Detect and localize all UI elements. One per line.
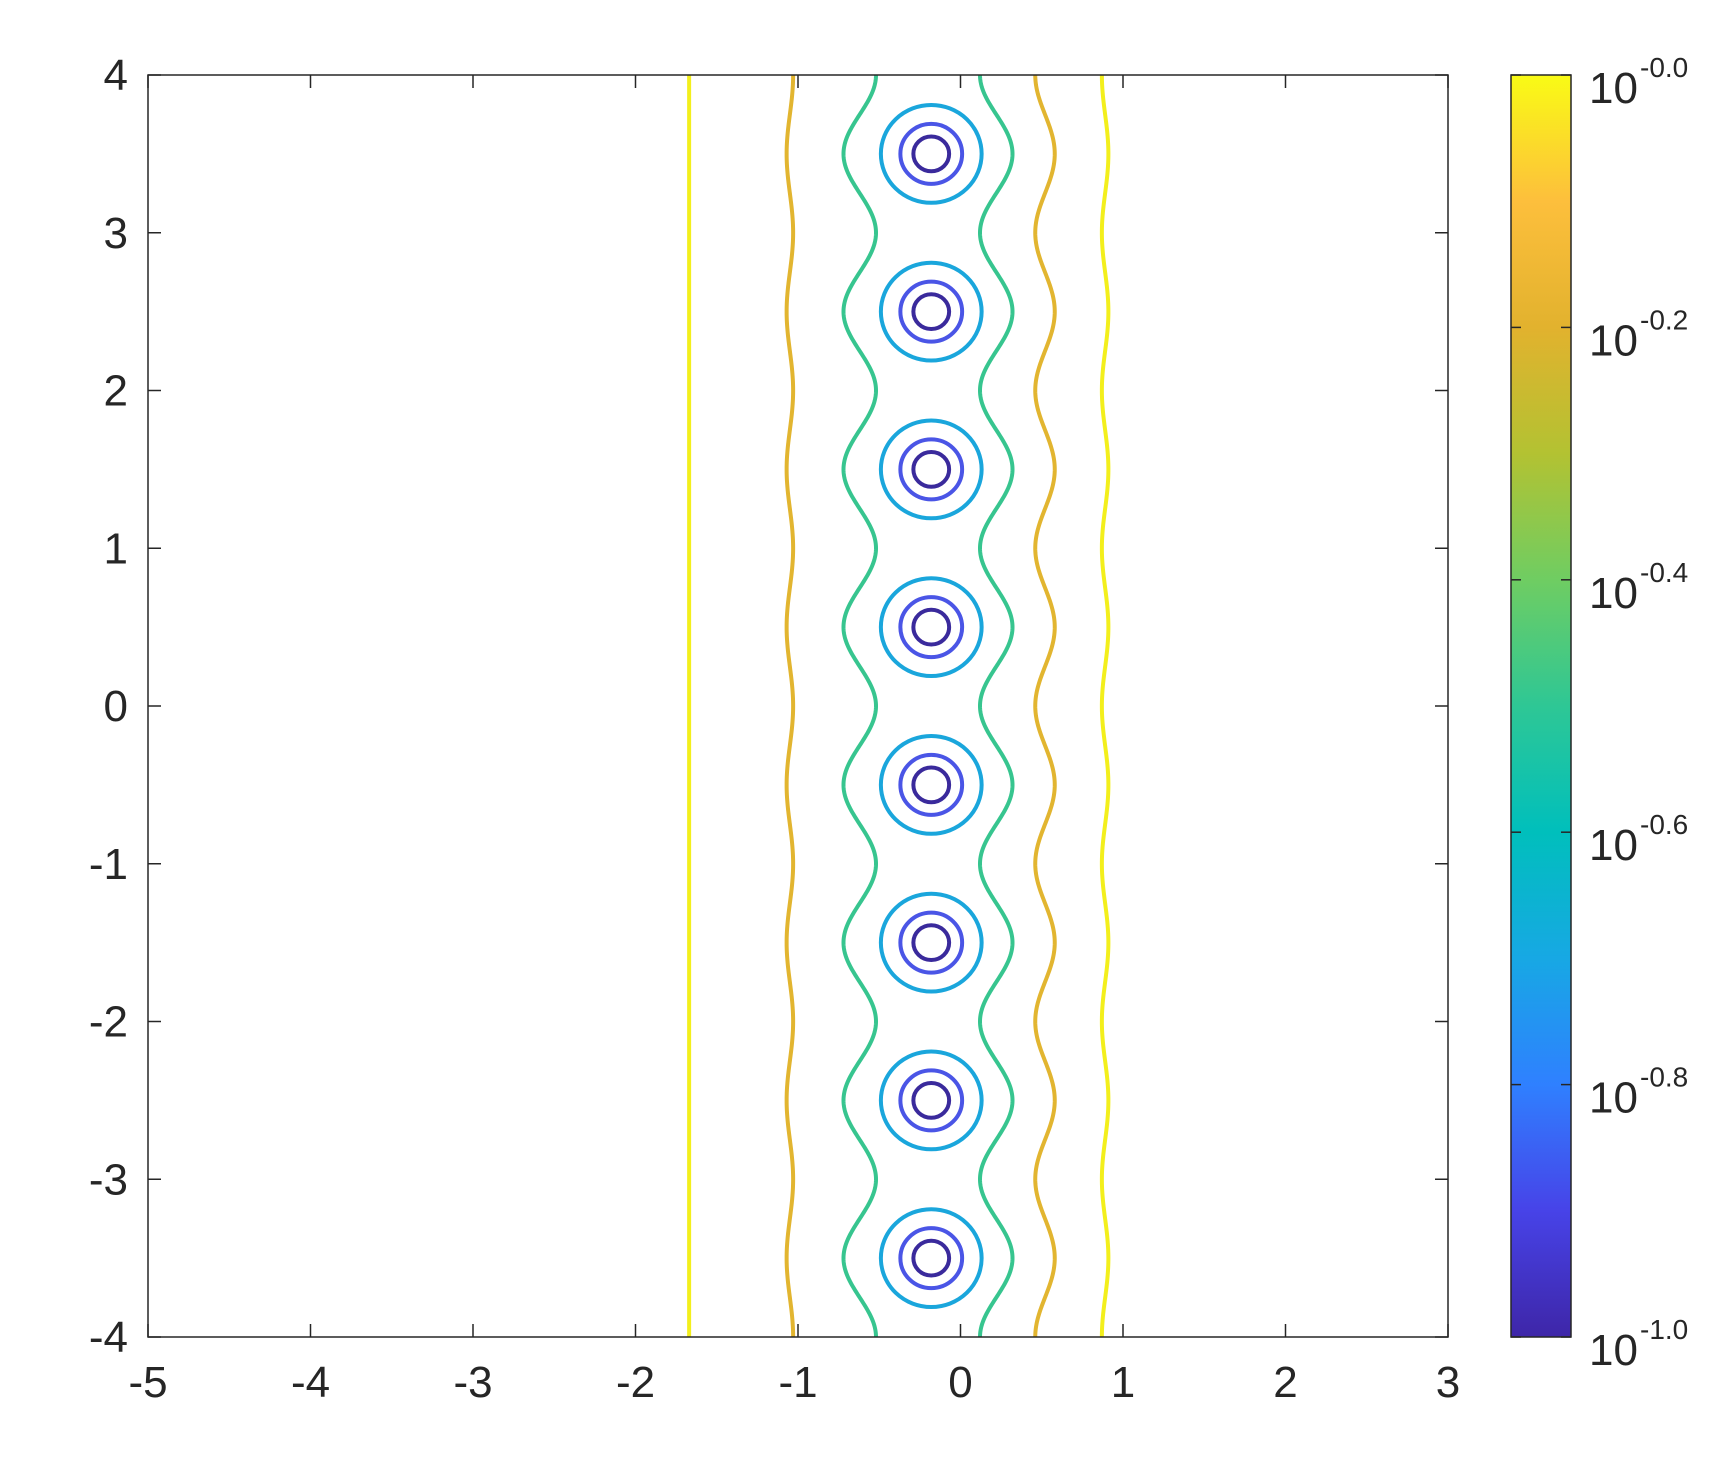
contour-line-right [977, 75, 1015, 1337]
contour-circle [878, 102, 984, 205]
y-tick-label: 0 [104, 682, 128, 731]
y-tick-label: -3 [89, 1155, 128, 1204]
contour-circle [911, 450, 952, 489]
y-tick-labels: 4 3 2 1 0 -1 -2 -3 -4 [89, 51, 128, 1362]
colorbar-tick-exponent: -0.0 [1640, 52, 1688, 83]
colorbar-tick-label: 10 [1589, 1074, 1638, 1123]
contour-circle [911, 923, 952, 962]
contour-circle [911, 765, 952, 805]
x-tick-label: 1 [1111, 1358, 1135, 1407]
colorbar-tick-exponent: -0.8 [1640, 1062, 1688, 1093]
colorbar-tick-label: 10 [1589, 821, 1638, 870]
contour-circle [898, 437, 965, 502]
y-tick-label: -1 [89, 840, 128, 889]
y-tick-label: -4 [89, 1313, 128, 1362]
colorbar-tick-label: 10 [1589, 1326, 1638, 1375]
colorbar-tick-exponent: -1.0 [1640, 1314, 1688, 1345]
contour-circle [878, 1207, 984, 1310]
y-tick-label: 1 [104, 524, 128, 573]
contour-lines [687, 75, 1111, 1337]
contour-circle [898, 279, 965, 344]
contour-circle [898, 595, 965, 660]
contour-circle [878, 1049, 984, 1152]
contour-circle [911, 292, 952, 331]
contour-circle [878, 733, 984, 836]
x-tick-labels: -5 -4 -3 -2 -1 0 1 2 3 [128, 1358, 1460, 1407]
x-tick-label: -5 [128, 1358, 167, 1407]
contour-circle [898, 1068, 965, 1133]
x-tick-label: 2 [1273, 1358, 1297, 1407]
y-tick-label: 2 [104, 367, 128, 416]
contour-circle [878, 576, 984, 679]
contour-circle [898, 121, 965, 186]
colorbar-tick-label: 10 [1589, 316, 1638, 365]
x-tick-label: -2 [616, 1358, 655, 1407]
plot-frame [147, 74, 1449, 1338]
y-tick-label: 4 [104, 51, 128, 100]
contour-circle [898, 752, 965, 817]
contour-line-left [841, 75, 879, 1337]
contour-line-right [1099, 75, 1111, 1337]
y-tick-label: -2 [89, 998, 128, 1047]
contour-circle [878, 418, 984, 521]
colorbar-tick-exponent: -0.2 [1640, 304, 1688, 335]
x-tick-label: 3 [1436, 1358, 1460, 1407]
colorbar-tick-exponent: -0.4 [1640, 557, 1688, 588]
colorbar-tick-label: 10 [1589, 64, 1638, 113]
plot-area [148, 75, 1448, 1337]
x-tick-label: -3 [453, 1358, 492, 1407]
contour-circle [878, 260, 984, 363]
contour-line-left [784, 75, 796, 1337]
colorbar-ticks: 10 -0.010 -0.210 -0.410 -0.610 -0.810 -1.0 [1511, 52, 1688, 1375]
contour-circle [911, 607, 952, 647]
contour-circle [911, 1081, 952, 1120]
y-tick-label: 3 [104, 209, 128, 258]
contour-circle [911, 134, 952, 174]
contour-circle [878, 891, 984, 994]
colorbar-tick-label: 10 [1589, 569, 1638, 618]
colorbar-tick-exponent: -0.6 [1640, 809, 1688, 840]
contour-circle [898, 1226, 965, 1291]
contour-line-right [1033, 75, 1057, 1337]
contour-circle [911, 1238, 952, 1278]
colorbar [1510, 74, 1572, 1338]
x-tick-label: 0 [948, 1358, 972, 1407]
x-tick-label: -1 [778, 1358, 817, 1407]
contour-circle [898, 910, 965, 975]
x-tick-label: -4 [291, 1358, 330, 1407]
